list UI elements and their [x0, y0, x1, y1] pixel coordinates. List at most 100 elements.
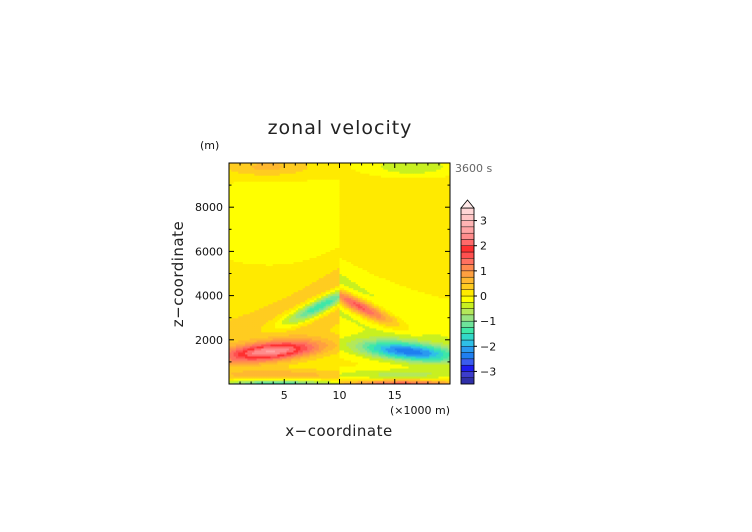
- field-cell: [295, 291, 299, 295]
- field-cell: [344, 327, 347, 331]
- field-cell: [380, 341, 384, 345]
- field-cell: [371, 321, 375, 325]
- field-cell: [360, 301, 364, 305]
- field-cell: [431, 299, 435, 303]
- field-cell: [401, 361, 405, 365]
- field-cell: [332, 359, 336, 363]
- field-cell: [321, 289, 324, 293]
- field-cell: [339, 371, 343, 375]
- field-cell: [318, 305, 322, 309]
- field-cell: [447, 353, 450, 357]
- field-cell: [367, 347, 371, 351]
- field-cell: [238, 325, 242, 329]
- field-cell: [270, 361, 274, 365]
- field-cell: [295, 329, 299, 333]
- field-cell: [270, 341, 274, 345]
- field-cell: [438, 313, 442, 317]
- field-cell: [362, 309, 366, 313]
- field-cell: [229, 345, 232, 349]
- field-cell: [281, 367, 285, 371]
- field-cell: [341, 295, 345, 299]
- field-cell: [258, 343, 262, 347]
- field-cell: [270, 315, 274, 319]
- field-cell: [270, 323, 274, 327]
- field-cell: [431, 311, 435, 315]
- field-cell: [311, 285, 315, 289]
- field-cell: [325, 291, 329, 295]
- field-cell: [258, 339, 262, 343]
- field-cell: [272, 295, 276, 299]
- field-cell: [240, 309, 244, 313]
- field-cell: [348, 307, 352, 311]
- field-cell: [420, 373, 423, 377]
- field-cell: [447, 359, 450, 363]
- field-cell: [235, 355, 239, 359]
- field-cell: [360, 367, 364, 371]
- field-cell: [394, 341, 398, 345]
- field-cell: [309, 341, 313, 345]
- field-cell: [254, 371, 258, 375]
- field-cell: [367, 281, 371, 285]
- field-cell: [406, 323, 410, 327]
- field-cell: [238, 379, 242, 383]
- field-cell: [235, 363, 239, 367]
- field-cell: [422, 371, 426, 375]
- field-cell: [394, 329, 398, 333]
- field-cell: [371, 345, 375, 349]
- field-cell: [284, 377, 288, 381]
- field-cell: [436, 357, 440, 361]
- field-cell: [351, 291, 354, 295]
- field-cell: [268, 301, 272, 305]
- field-cell: [341, 333, 345, 337]
- field-cell: [263, 283, 267, 287]
- field-cell: [401, 297, 405, 301]
- field-cell: [364, 325, 368, 329]
- field-cell: [397, 321, 400, 325]
- field-cell: [286, 357, 290, 361]
- field-cell: [254, 381, 258, 384]
- field-cell: [406, 283, 410, 287]
- field-cell: [240, 313, 244, 317]
- field-cell: [337, 361, 341, 365]
- field-cell: [265, 381, 269, 384]
- field-cell: [272, 327, 276, 331]
- field-cell: [323, 355, 327, 359]
- field-cell: [327, 365, 331, 369]
- field-cell: [408, 307, 412, 311]
- field-cell: [447, 325, 450, 329]
- field-cell: [256, 321, 260, 325]
- field-cell: [346, 301, 350, 305]
- field-cell: [245, 357, 249, 361]
- field-cell: [362, 279, 366, 283]
- field-cell: [286, 347, 290, 351]
- field-cell: [436, 283, 440, 287]
- field-cell: [233, 365, 237, 369]
- field-cell: [298, 287, 301, 291]
- field-cell: [436, 285, 440, 289]
- field-cell: [429, 351, 433, 355]
- field-cell: [275, 355, 278, 359]
- field-cell: [401, 333, 405, 337]
- field-cell: [238, 283, 242, 287]
- field-cell: [406, 295, 410, 299]
- field-cell: [420, 375, 423, 379]
- field-cell: [327, 301, 331, 305]
- field-cell: [309, 291, 313, 295]
- field-cell: [256, 293, 260, 297]
- field-cell: [410, 355, 414, 359]
- field-cell: [397, 357, 400, 361]
- field-cell: [265, 341, 269, 345]
- field-cell: [383, 333, 387, 337]
- field-cell: [235, 337, 239, 341]
- field-cell: [252, 291, 255, 295]
- field-cell: [304, 357, 308, 361]
- field-cell: [339, 319, 343, 323]
- field-cell: [440, 321, 444, 325]
- field-cell: [288, 285, 292, 289]
- field-cell: [422, 363, 426, 367]
- field-cell: [341, 349, 345, 353]
- field-cell: [293, 341, 297, 345]
- field-cell: [242, 317, 246, 321]
- field-cell: [256, 295, 260, 299]
- field-cell: [380, 299, 384, 303]
